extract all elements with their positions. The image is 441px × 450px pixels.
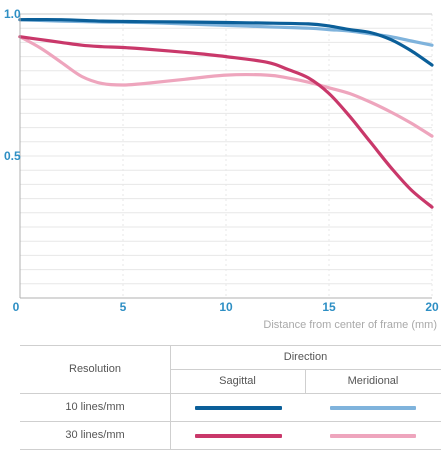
legend-subheader-divider [305,369,306,393]
legend-top-border [20,345,441,346]
legend-row-30-label: 30 lines/mm [65,429,125,441]
legend-direction-header: Direction [283,351,328,363]
legend-resolution-header: Resolution [69,363,121,375]
y-tick-label: 1.0 [4,7,21,21]
legend-swatch-10-sagittal [195,406,282,410]
axis-layer [19,13,432,299]
label-layer: 0.5 1.0 0 5 10 15 20 Distance from center of fr… [4,7,439,331]
series-line-30-meridional [18,35,434,138]
x-tick-label: 5 [120,300,127,314]
y-tick-label: 0.5 [4,149,21,163]
series-line-10-sagittal [18,17,434,67]
legend-sagittal-header: Sagittal [219,375,256,387]
x-axis-title: Distance from center of frame (mm) [263,319,437,331]
legend-swatch-30-meridional [330,434,416,438]
legend-meridional-header: Meridional [347,375,399,387]
legend-header-bottom-border [20,393,441,394]
x-tick-label: 10 [219,300,233,314]
legend-swatch-10-meridional [330,406,416,410]
legend-row-divider [20,421,441,422]
x-tick-label: 15 [322,300,336,314]
x-tick-label: 0 [13,300,20,314]
x-tick-label: 20 [425,300,439,314]
legend-swatch-30-sagittal [195,434,282,438]
legend-table: Resolution Direction Sagittal Meridional… [20,345,441,450]
series-layer [18,17,434,209]
series-line-30-sagittal [18,35,434,209]
legend-row-10-label: 10 lines/mm [65,401,125,413]
mtf-chart: 0.5 1.0 0 5 10 15 20 Distance from center of fr… [4,7,439,331]
legend-column-divider [170,345,171,450]
